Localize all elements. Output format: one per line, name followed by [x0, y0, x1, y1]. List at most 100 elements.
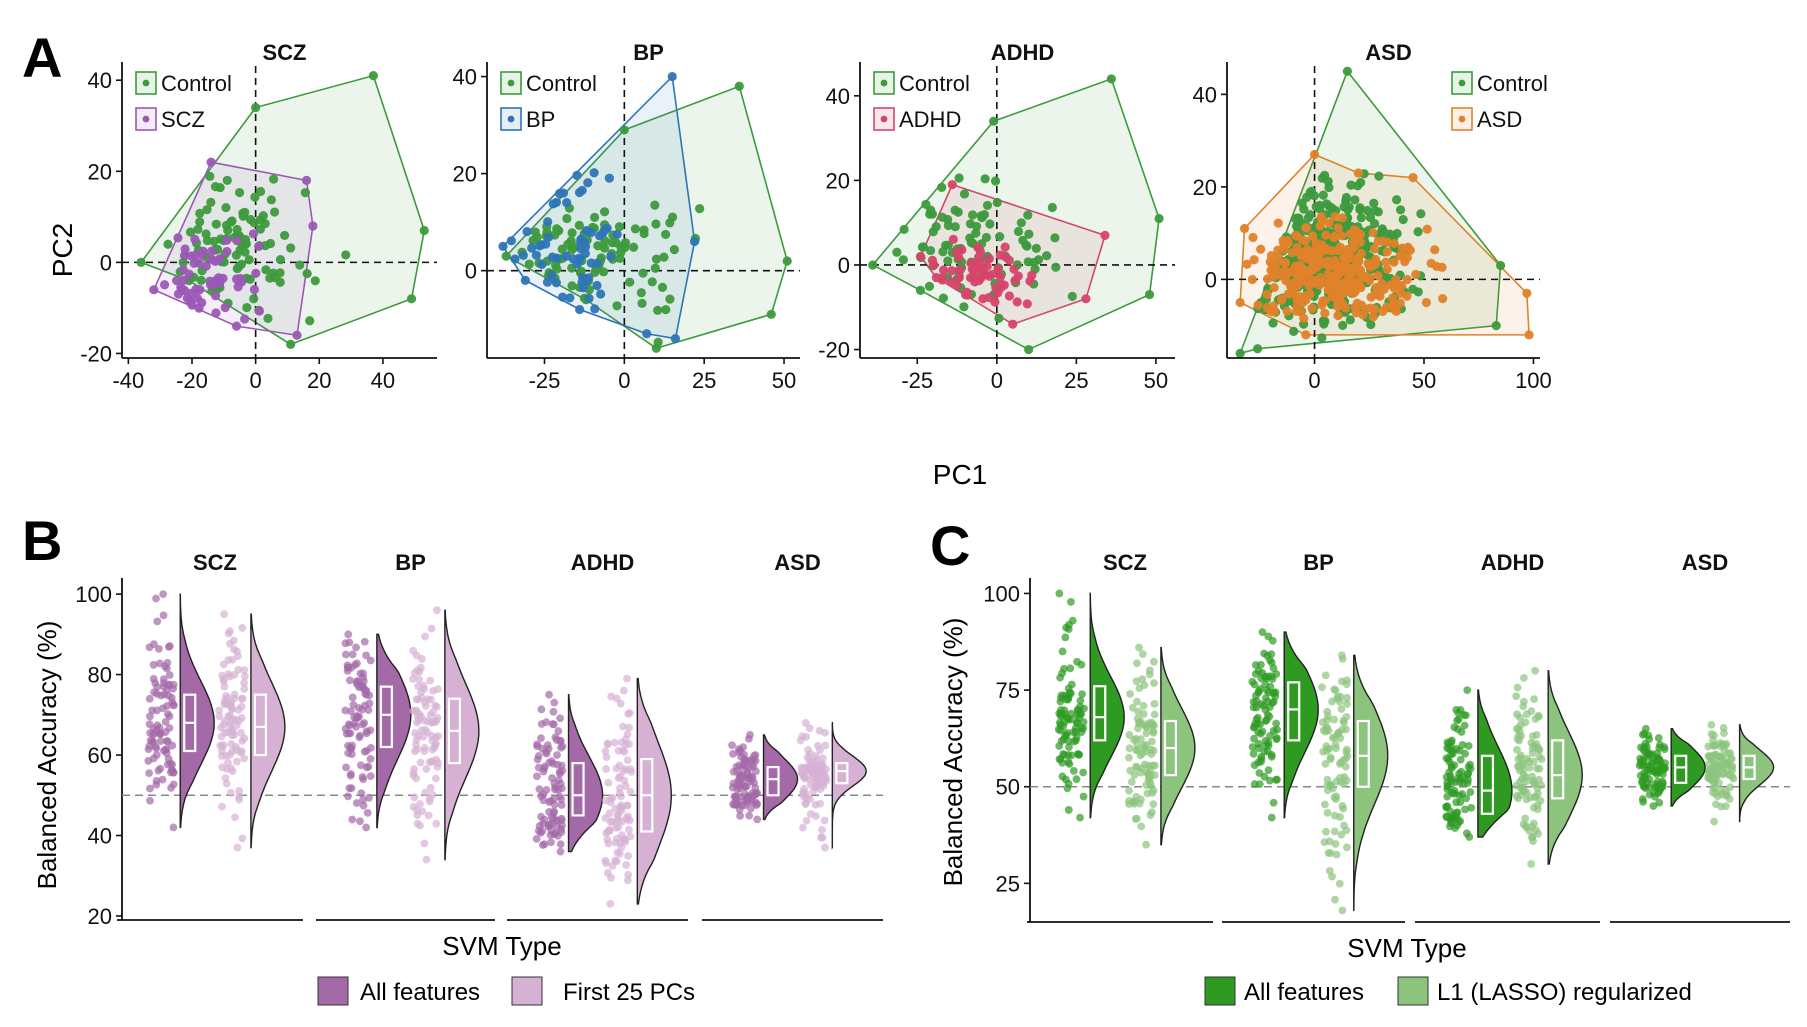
accuracy-point [1263, 697, 1272, 706]
asd-point [1387, 293, 1398, 303]
accuracy-point [233, 843, 242, 852]
accuracy-point [1528, 822, 1537, 831]
iqr-box [1480, 754, 1495, 815]
control-point [979, 210, 990, 220]
accuracy-point [1060, 751, 1069, 759]
asd-point [1333, 245, 1343, 256]
scz-point [179, 275, 189, 285]
accuracy-point [1343, 693, 1351, 702]
accuracy-point [1328, 697, 1336, 706]
bp-point [522, 226, 532, 237]
half-violin [762, 734, 799, 821]
accuracy-point [1137, 795, 1145, 804]
y-tick-label: 40 [1193, 82, 1217, 107]
adhd-point [955, 265, 966, 275]
accuracy-point [607, 692, 616, 701]
accuracy-point [1525, 763, 1534, 772]
accuracy-point [1265, 776, 1274, 785]
accuracy-point [361, 686, 370, 695]
control-point [524, 259, 534, 269]
accuracy-point [220, 610, 229, 619]
accuracy-point [146, 796, 154, 805]
panel-b-violins: 20 40 60 80 100 SCZ BP ADHD ASD [75, 550, 883, 929]
adhd-point [969, 272, 979, 282]
accuracy-point [413, 819, 422, 828]
accuracy-point [1072, 775, 1081, 784]
scz-point [184, 269, 194, 279]
accuracy-point [1060, 706, 1069, 715]
accuracy-point [1257, 755, 1266, 763]
accuracy-point [616, 699, 625, 708]
accuracy-point [555, 792, 564, 801]
control-point [1398, 214, 1408, 225]
scz-point [254, 306, 265, 316]
accuracy-point [1076, 696, 1085, 705]
asd-point [1357, 300, 1367, 310]
asd-point [1329, 233, 1339, 243]
control-point [223, 225, 233, 235]
accuracy-point [411, 729, 419, 737]
bp-point [561, 251, 572, 261]
accuracy-point [428, 791, 437, 799]
adhd-point [1010, 275, 1020, 286]
legend-label-scz: SCZ [161, 107, 205, 132]
accuracy-point [806, 810, 815, 818]
asd-point [1268, 265, 1279, 276]
asd-point [1280, 258, 1291, 268]
accuracy-point [556, 847, 565, 856]
accuracy-point [1079, 768, 1088, 777]
accuracy-point [1073, 718, 1081, 727]
accuracy-point [221, 774, 230, 783]
accuracy-point [353, 659, 361, 668]
accuracy-point [342, 763, 350, 772]
iqr-box [379, 685, 393, 749]
accuracy-point [1456, 817, 1465, 826]
accuracy-point [1707, 730, 1716, 738]
accuracy-point [1516, 713, 1524, 722]
bp-point [612, 229, 622, 239]
accuracy-point [1269, 664, 1278, 672]
accuracy-point [622, 861, 631, 869]
adhd-point [1004, 255, 1014, 265]
accuracy-point [1269, 697, 1278, 706]
control-point [286, 339, 296, 349]
accuracy-point [348, 815, 357, 824]
accuracy-point [431, 701, 439, 710]
bp-point [667, 71, 677, 82]
accuracy-point [163, 658, 172, 667]
accuracy-point [625, 723, 633, 732]
accuracy-point [1710, 817, 1718, 826]
accuracy-point [532, 835, 541, 843]
adhd-point [995, 250, 1005, 260]
control-point [1047, 202, 1057, 213]
accuracy-point [1273, 775, 1281, 784]
accuracy-point [801, 718, 810, 727]
bp-point [584, 293, 594, 303]
control-point [1341, 196, 1351, 206]
accuracy-point [215, 706, 224, 715]
accuracy-point [1138, 675, 1147, 684]
accuracy-point [1336, 813, 1344, 821]
accuracy-point [802, 816, 811, 825]
accuracy-point [240, 678, 249, 687]
control-point [1392, 228, 1402, 239]
accuracy-point [1148, 737, 1156, 746]
control-point [1022, 241, 1032, 251]
accuracy-point [427, 624, 436, 633]
accuracy-point [144, 756, 153, 765]
accuracy-point [169, 823, 178, 832]
accuracy-point [222, 765, 231, 773]
control-point [620, 238, 631, 248]
accuracy-point [1125, 753, 1133, 762]
accuracy-point [235, 792, 243, 801]
accuracy-point [1267, 813, 1276, 822]
accuracy-point [737, 771, 746, 780]
accuracy-point [1535, 745, 1544, 754]
accuracy-point [1249, 749, 1258, 758]
adhd-point [1008, 319, 1018, 329]
accuracy-point [422, 855, 431, 864]
accuracy-point [420, 716, 429, 725]
asd-point [1378, 236, 1388, 246]
control-point [918, 242, 928, 252]
accuracy-point [153, 617, 162, 626]
